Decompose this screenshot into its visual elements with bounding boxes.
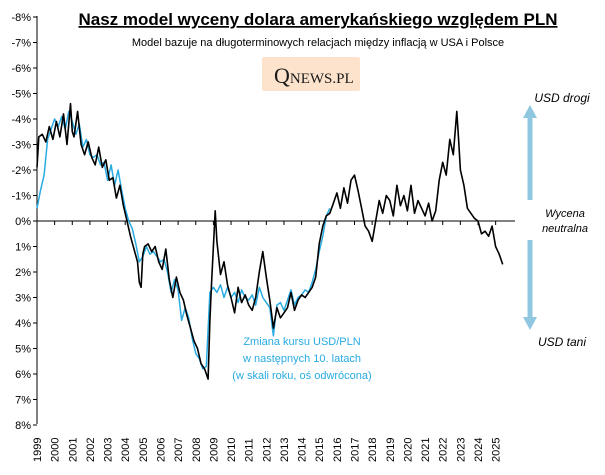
- y-tick-label: -8%: [11, 12, 31, 24]
- label-usd-expensive: USD drogi: [534, 91, 590, 105]
- series-note: Zmiana kursu USD/PLN w następnych 10. la…: [232, 336, 371, 382]
- x-tick-label: 2003: [103, 438, 115, 462]
- series-layer: [36, 102, 504, 380]
- logo-background: [262, 57, 360, 91]
- x-tick-label: 2010: [226, 438, 238, 462]
- x-tick-label: 2016: [332, 438, 344, 462]
- x-tick-label: 2013: [279, 438, 291, 462]
- y-tick-label: 3%: [15, 293, 31, 305]
- x-tick-label: 2023: [455, 438, 467, 462]
- x-tick-label: 2011: [244, 438, 256, 462]
- series-note-line1: Zmiana kursu USD/PLN: [243, 336, 360, 348]
- arrow-head-up: [523, 105, 537, 118]
- label-usd-cheap: USD tani: [538, 335, 586, 349]
- label-neutral-line2: neutralna: [542, 223, 588, 235]
- y-tick-label: 6%: [15, 369, 31, 381]
- x-tick-label: 2022: [438, 438, 450, 462]
- x-tick-label: 2018: [367, 438, 379, 462]
- logo-rest: NEWS.PL: [290, 71, 354, 87]
- y-tick-label: -2%: [11, 165, 31, 177]
- x-tick-label: 2002: [85, 438, 97, 462]
- x-tick-label: 1999: [32, 438, 44, 462]
- x-tick-label: 2015: [314, 438, 326, 462]
- series-line-usdpln-change: [36, 110, 331, 370]
- axes: -8% -7% -6% -5% -4% -3% -2% -1% 0% 1% 2% 3% 4% 5% 6% 7%…: [11, 12, 515, 462]
- x-tick-label: 2005: [138, 438, 150, 462]
- series-note-line3: (w skali roku, oś odwrócona): [232, 370, 371, 382]
- y-tick-label: -3%: [11, 140, 31, 152]
- logo-q: Q: [274, 63, 290, 88]
- x-tick-label: 2007: [173, 438, 185, 462]
- x-tick-label: 2006: [155, 438, 167, 462]
- x-tick-label: 2012: [261, 438, 273, 462]
- y-tick-label: -1%: [11, 191, 31, 203]
- chart-title: Nasz model wyceny dolara amerykańskiego …: [78, 10, 557, 29]
- x-tick-label: 2021: [420, 438, 432, 462]
- x-tick-label: 2025: [491, 438, 503, 462]
- valuation-arrow-icon: [523, 105, 537, 330]
- x-tick-label: 2004: [120, 438, 132, 462]
- x-tick-label: 2017: [350, 438, 362, 462]
- y-tick-label: 5%: [15, 344, 31, 356]
- y-tick-label: 4%: [15, 318, 31, 330]
- y-tick-label: 8%: [15, 420, 31, 432]
- y-tick-label: 1%: [15, 242, 31, 254]
- y-tick-label: 7%: [15, 395, 31, 407]
- x-tick-label: 2008: [191, 438, 203, 462]
- valuation-legend: USD drogi Wycena neutralna USD tani: [523, 91, 590, 349]
- x-tick-label: 2009: [208, 438, 220, 462]
- y-tick-label: 0%: [15, 216, 31, 228]
- y-tick-label: 2%: [15, 267, 31, 279]
- series-note-line2: w następnych 10. latach: [242, 353, 361, 365]
- label-neutral-line1: Wycena: [545, 208, 585, 220]
- qnews-logo: QNEWS.PL: [262, 57, 360, 91]
- series-line-model: [36, 102, 504, 380]
- y-tick-label: -7%: [11, 38, 31, 50]
- arrow-head-down: [523, 317, 537, 330]
- y-tick-label: -4%: [11, 114, 31, 126]
- y-tick-label: -6%: [11, 63, 31, 75]
- x-tick-label: 2014: [297, 438, 309, 462]
- x-tick-label: 2024: [473, 438, 485, 462]
- x-tick-label: 2019: [385, 438, 397, 462]
- x-tick-label: 2020: [402, 438, 414, 462]
- y-tick-label: -5%: [11, 89, 31, 101]
- chart-subtitle: Model bazuje na długoterminowych relacja…: [132, 37, 504, 49]
- x-tick-label: 2001: [67, 438, 79, 462]
- logo-text: QNEWS.PL: [274, 63, 354, 88]
- x-tick-label: 2000: [50, 438, 62, 462]
